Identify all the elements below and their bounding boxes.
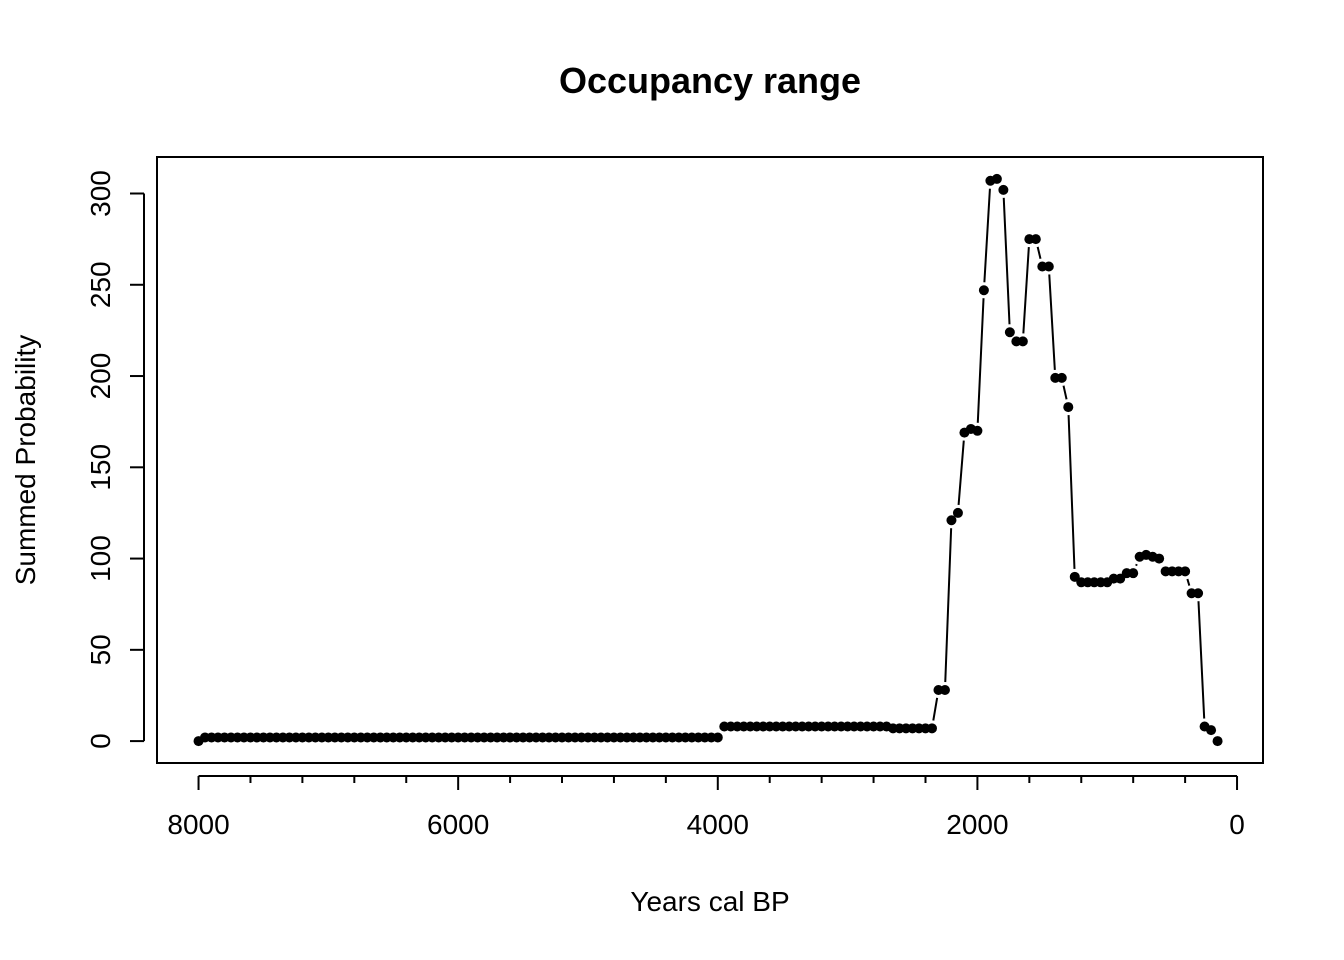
plot-frame (156, 156, 1264, 764)
x-tick-label: 0 (1229, 809, 1245, 840)
data-point (1154, 553, 1165, 564)
data-point (1017, 336, 1028, 347)
data-point (1056, 372, 1067, 383)
chart-title: Occupancy range (559, 60, 861, 101)
data-point (978, 285, 989, 296)
data-point (1212, 736, 1223, 747)
y-tick-label: 50 (85, 634, 116, 665)
data-line (198, 177, 1219, 742)
data-point (1030, 234, 1041, 245)
data-point (926, 723, 937, 734)
y-axis-label: Summed Probability (10, 335, 41, 586)
y-tick-label: 0 (85, 733, 116, 749)
x-axis-label: Years cal BP (630, 886, 789, 917)
data-point (972, 425, 983, 436)
y-tick-label: 250 (85, 261, 116, 308)
data-point (1063, 402, 1074, 413)
x-tick-label: 8000 (167, 809, 229, 840)
x-tick-label: 2000 (946, 809, 1008, 840)
data-point (939, 684, 950, 695)
data-point (952, 507, 963, 518)
data-point (998, 184, 1009, 195)
data-point (1193, 588, 1204, 599)
data-point (1128, 568, 1139, 579)
x-tick-label: 6000 (427, 809, 489, 840)
y-tick-label: 100 (85, 535, 116, 582)
y-tick-label: 150 (85, 444, 116, 491)
data-point (1043, 261, 1054, 272)
y-tick-label: 300 (85, 170, 116, 217)
x-tick-label: 4000 (687, 809, 749, 840)
data-point (712, 732, 723, 743)
y-tick-label: 200 (85, 353, 116, 400)
data-point (1004, 327, 1015, 338)
data-point (1180, 566, 1191, 577)
data-point (946, 515, 957, 526)
data-point (1206, 725, 1217, 736)
data-point (991, 173, 1002, 184)
